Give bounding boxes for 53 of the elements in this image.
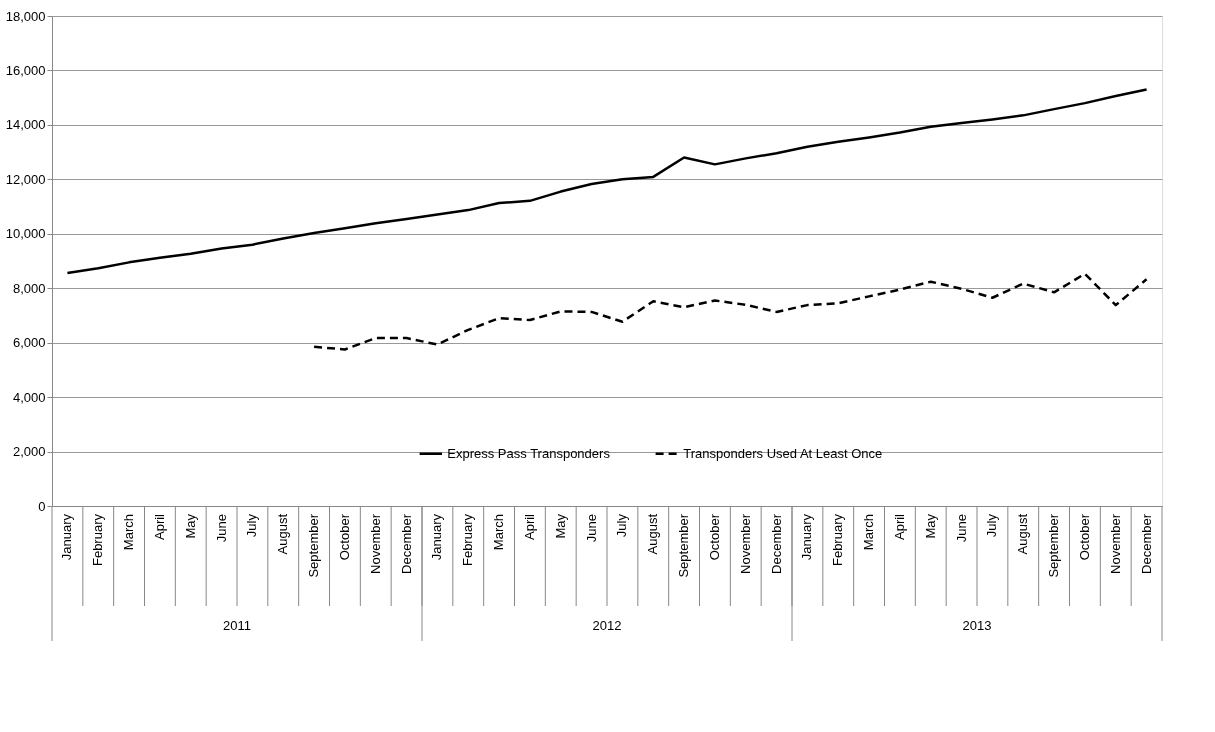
x-tick-label: February: [830, 513, 846, 567]
x-tick-label: February: [90, 513, 106, 567]
x-tick-label: July: [614, 513, 630, 538]
x-tick-label: March: [861, 514, 877, 551]
y-tick-label: 18,000: [5, 8, 46, 24]
x-tick-label: June: [583, 514, 599, 543]
y-tick-label: 6,000: [12, 335, 46, 351]
x-tick-label: November: [1107, 513, 1123, 574]
x-tick-label: September: [306, 513, 322, 578]
x-tick-label: November: [737, 513, 753, 574]
legend-label: Transponders Used At Least Once: [683, 445, 883, 461]
x-tick-label: October: [706, 513, 722, 561]
text: 2012: [592, 618, 622, 633]
x-tick-label: October: [336, 513, 352, 561]
y-tick-label: 8,000: [12, 280, 46, 296]
x-tick-label: September: [1046, 513, 1062, 578]
text: 2011: [223, 618, 251, 633]
x-tick-label: August: [645, 513, 661, 555]
x-tick-label: May: [552, 513, 568, 539]
x-tick-label: January: [799, 513, 815, 561]
x-tick-label: June: [213, 514, 229, 543]
x-tick-label: May: [922, 513, 938, 539]
x-tick-label: April: [521, 513, 537, 541]
legend-label: Express Pass Transponders: [447, 445, 611, 461]
x-tick-label: June: [953, 514, 969, 543]
x-tick-label: March: [121, 514, 137, 551]
x-tick-label: August: [1015, 513, 1031, 555]
x-tick-label: January: [59, 513, 75, 561]
y-tick-label: 0: [38, 498, 46, 514]
x-tick-label: December: [398, 513, 414, 574]
y-tick-label: 2,000: [12, 444, 46, 460]
line-series: [312, 272, 1148, 351]
x-tick-label: February: [460, 513, 476, 567]
x-tick-label: August: [275, 513, 291, 555]
y-tick-label: 16,000: [5, 62, 46, 78]
y-tick-label: 12,000: [5, 171, 46, 187]
x-tick-label: December: [768, 513, 784, 574]
y-tick-label: 14,000: [5, 117, 46, 133]
x-tick-label: October: [1076, 513, 1092, 561]
x-tick-label: September: [676, 513, 692, 578]
x-tick-label: December: [1138, 513, 1154, 574]
y-tick-label: 4,000: [12, 389, 46, 405]
x-tick-label: May: [182, 513, 198, 539]
x-tick-label: November: [367, 513, 383, 574]
text: 2013: [962, 618, 992, 633]
x-tick-label: March: [491, 514, 507, 551]
x-tick-label: July: [244, 513, 260, 538]
x-tick-label: April: [151, 513, 167, 541]
x-tick-label: January: [429, 513, 445, 561]
y-tick-label: 10,000: [5, 226, 46, 242]
x-tick-label: July: [984, 513, 1000, 538]
line-series: [66, 88, 1148, 275]
x-tick-label: April: [891, 513, 907, 541]
